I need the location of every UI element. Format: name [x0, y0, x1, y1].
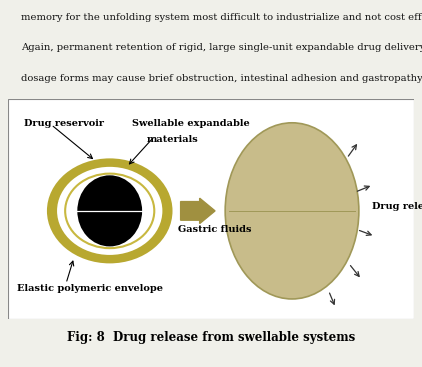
Ellipse shape [77, 175, 142, 247]
Text: Again, permanent retention of rigid, large single-unit expandable drug delivery: Again, permanent retention of rigid, lar… [21, 43, 422, 52]
Circle shape [57, 167, 162, 255]
Text: Drug release: Drug release [372, 202, 422, 211]
FancyBboxPatch shape [8, 99, 414, 319]
Text: dosage forms may cause brief obstruction, intestinal adhesion and gastropathy.: dosage forms may cause brief obstruction… [21, 74, 422, 83]
Text: Drug reservoir: Drug reservoir [24, 119, 104, 128]
Text: Swellable expandable: Swellable expandable [132, 119, 250, 128]
Text: Gastric fluids: Gastric fluids [178, 225, 251, 234]
Circle shape [47, 159, 173, 264]
Text: Elastic polymeric envelope: Elastic polymeric envelope [16, 284, 162, 293]
Text: materials: materials [147, 135, 199, 143]
Ellipse shape [225, 123, 359, 299]
Text: Fig: 8  Drug release from swellable systems: Fig: 8 Drug release from swellable syste… [67, 331, 355, 344]
Text: memory for the unfolding system most difficult to industrialize and not cost eff: memory for the unfolding system most dif… [21, 13, 422, 22]
FancyArrow shape [181, 198, 215, 224]
